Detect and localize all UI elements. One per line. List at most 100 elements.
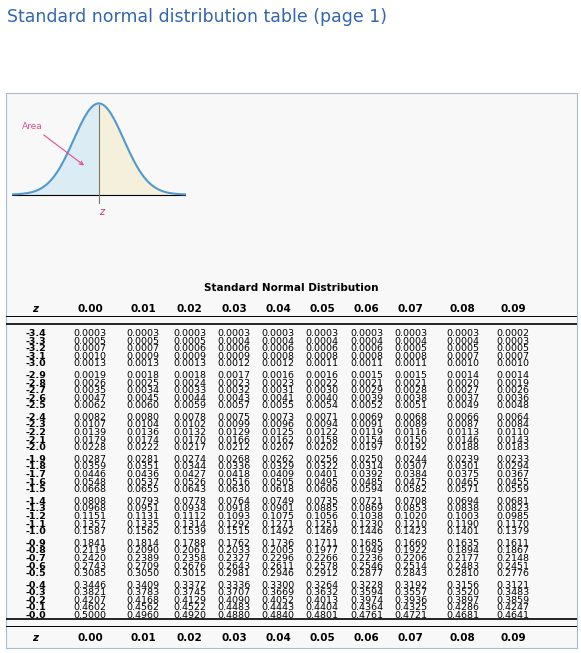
Text: 0.2005: 0.2005	[261, 547, 295, 555]
Text: 0.0003: 0.0003	[350, 329, 383, 338]
Text: 0.0901: 0.0901	[261, 504, 295, 513]
Text: 0.0041: 0.0041	[261, 394, 295, 403]
Text: 0.0026: 0.0026	[497, 386, 529, 395]
Text: 0.0778: 0.0778	[173, 497, 206, 505]
Text: 0.0314: 0.0314	[350, 462, 383, 471]
Text: -3.4: -3.4	[25, 329, 46, 338]
Text: 0.0010: 0.0010	[497, 359, 529, 368]
Text: 0.1093: 0.1093	[218, 512, 251, 521]
Text: 0.2877: 0.2877	[350, 569, 383, 578]
Text: 0.0655: 0.0655	[127, 485, 159, 494]
Text: 0.0005: 0.0005	[173, 336, 206, 345]
Text: 0.1230: 0.1230	[350, 520, 383, 528]
Text: 0.4840: 0.4840	[261, 611, 295, 620]
Text: 0.0013: 0.0013	[126, 359, 159, 368]
Text: 0.1292: 0.1292	[218, 520, 251, 528]
Text: 0.0951: 0.0951	[127, 504, 159, 513]
Text: 0.0643: 0.0643	[173, 485, 206, 494]
Text: 0.5000: 0.5000	[74, 611, 107, 620]
Text: 0.4602: 0.4602	[74, 603, 107, 613]
Text: 0.08: 0.08	[450, 633, 476, 643]
Text: 0.0084: 0.0084	[497, 421, 529, 430]
Text: -2.1: -2.1	[25, 436, 46, 445]
Text: 0.0150: 0.0150	[394, 436, 427, 445]
Text: 0.05: 0.05	[309, 304, 335, 314]
Text: 0.3897: 0.3897	[446, 596, 479, 605]
Text: 0.0239: 0.0239	[446, 454, 479, 464]
Text: 0.0014: 0.0014	[497, 371, 529, 380]
Text: 0.0006: 0.0006	[218, 344, 251, 353]
Text: 0.1003: 0.1003	[446, 512, 479, 521]
Text: 0.0006: 0.0006	[350, 344, 383, 353]
Text: 0.3520: 0.3520	[446, 588, 479, 597]
Text: 0.0294: 0.0294	[497, 462, 529, 471]
Text: 0.0007: 0.0007	[497, 352, 529, 361]
Text: 0.3821: 0.3821	[74, 588, 107, 597]
Text: 0.0008: 0.0008	[261, 352, 295, 361]
Text: 0.1562: 0.1562	[127, 527, 159, 536]
Text: 0.0281: 0.0281	[127, 454, 159, 464]
Text: 0.0005: 0.0005	[497, 344, 529, 353]
Text: 0.0044: 0.0044	[173, 394, 206, 403]
Text: 0.1762: 0.1762	[218, 539, 251, 548]
Text: 0.00: 0.00	[77, 304, 103, 314]
Text: 0.0028: 0.0028	[394, 386, 427, 395]
Text: 0.0020: 0.0020	[446, 379, 479, 387]
Text: 0.0681: 0.0681	[497, 497, 529, 505]
Text: 0.0475: 0.0475	[394, 477, 427, 486]
Text: -1.4: -1.4	[25, 497, 46, 505]
Text: 0.3121: 0.3121	[496, 581, 529, 590]
Text: 0.0080: 0.0080	[127, 413, 159, 422]
Text: 0.4880: 0.4880	[218, 611, 251, 620]
Text: 0.4443: 0.4443	[261, 603, 295, 613]
Text: -0.7: -0.7	[25, 554, 46, 563]
Text: 0.0188: 0.0188	[446, 443, 479, 453]
Text: 0.2643: 0.2643	[218, 562, 251, 571]
Text: 0.0526: 0.0526	[173, 477, 206, 486]
Text: 0.3974: 0.3974	[350, 596, 383, 605]
Text: 0.0668: 0.0668	[74, 485, 107, 494]
Text: 0.3632: 0.3632	[306, 588, 339, 597]
Text: 0.1515: 0.1515	[218, 527, 251, 536]
Text: 0.0202: 0.0202	[306, 443, 339, 453]
Text: 0.0035: 0.0035	[74, 386, 107, 395]
Text: 0.4641: 0.4641	[497, 611, 529, 620]
Text: 0.0004: 0.0004	[218, 336, 251, 345]
Text: 0.4286: 0.4286	[446, 603, 479, 613]
Text: 0.0019: 0.0019	[497, 379, 529, 387]
Text: -1.8: -1.8	[25, 462, 46, 471]
Text: 0.3192: 0.3192	[394, 581, 427, 590]
Text: -0.5: -0.5	[25, 569, 46, 578]
Text: -1.6: -1.6	[25, 477, 46, 486]
Text: 0.4013: 0.4013	[306, 596, 339, 605]
Text: 0.2709: 0.2709	[127, 562, 159, 571]
Text: -2.9: -2.9	[25, 371, 46, 380]
Text: 0.0003: 0.0003	[496, 336, 529, 345]
Text: 0.0122: 0.0122	[306, 428, 339, 437]
Text: 0.1949: 0.1949	[350, 547, 383, 555]
Text: 0.04: 0.04	[266, 633, 291, 643]
Text: 0.0023: 0.0023	[261, 379, 295, 387]
Text: 0.0119: 0.0119	[350, 428, 383, 437]
Text: -2.3: -2.3	[25, 421, 46, 430]
Text: 0.0069: 0.0069	[350, 413, 383, 422]
Text: 0.0228: 0.0228	[74, 443, 107, 453]
Text: 0.2743: 0.2743	[74, 562, 107, 571]
Text: 0.0012: 0.0012	[261, 359, 295, 368]
Text: 0.0367: 0.0367	[496, 470, 529, 479]
Text: 0.1056: 0.1056	[306, 512, 339, 521]
Text: -2.4: -2.4	[25, 413, 46, 422]
Text: 0.1736: 0.1736	[261, 539, 295, 548]
Text: 0.1251: 0.1251	[306, 520, 339, 528]
Text: 0.0307: 0.0307	[394, 462, 427, 471]
Text: 0.0384: 0.0384	[394, 470, 427, 479]
Text: 0.0749: 0.0749	[261, 497, 295, 505]
Text: 0.2514: 0.2514	[394, 562, 427, 571]
Text: 0.0143: 0.0143	[496, 436, 529, 445]
Text: 0.0005: 0.0005	[127, 336, 159, 345]
Text: 0.0869: 0.0869	[350, 504, 383, 513]
Text: 0.0885: 0.0885	[306, 504, 339, 513]
Text: -3.3: -3.3	[25, 336, 46, 345]
Text: 0.0006: 0.0006	[261, 344, 295, 353]
Text: 0.0217: 0.0217	[173, 443, 206, 453]
